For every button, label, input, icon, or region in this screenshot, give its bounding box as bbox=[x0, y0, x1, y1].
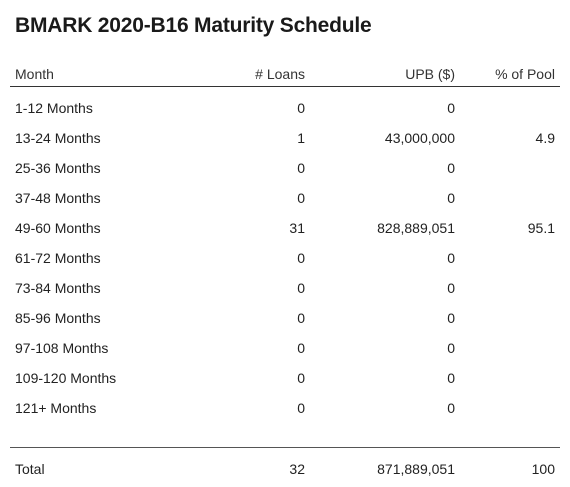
month-cell: 13-24 Months bbox=[15, 130, 101, 146]
upb-cell: 0 bbox=[447, 310, 455, 326]
upb-cell: 0 bbox=[447, 190, 455, 206]
total-row: Total 32 871,889,051 100 bbox=[10, 454, 560, 484]
table-row: 1-12 Months 0 0 bbox=[10, 93, 560, 123]
loans-cell: 0 bbox=[297, 280, 305, 296]
loans-cell: 0 bbox=[297, 370, 305, 386]
upb-cell: 0 bbox=[447, 100, 455, 116]
upb-cell: 43,000,000 bbox=[384, 130, 455, 146]
loans-cell: 0 bbox=[297, 250, 305, 266]
column-header-loans: # Loans bbox=[255, 66, 305, 82]
table-body: 1-12 Months 0 0 13-24 Months 1 43,000,00… bbox=[10, 87, 560, 423]
upb-cell: 0 bbox=[447, 250, 455, 266]
pct-cell: 95.1 bbox=[527, 220, 555, 236]
pct-cell: 4.9 bbox=[535, 130, 555, 146]
month-cell: 121+ Months bbox=[15, 400, 97, 416]
loans-cell: 0 bbox=[297, 100, 305, 116]
loans-cell: 0 bbox=[297, 310, 305, 326]
upb-cell: 0 bbox=[447, 340, 455, 356]
table-row: 25-36 Months 0 0 bbox=[10, 153, 560, 183]
column-header-pct: % of Pool bbox=[495, 66, 555, 82]
table-row: 37-48 Months 0 0 bbox=[10, 183, 560, 213]
total-label: Total bbox=[15, 461, 45, 477]
upb-cell: 0 bbox=[447, 280, 455, 296]
month-cell: 25-36 Months bbox=[15, 160, 101, 176]
loans-cell: 0 bbox=[297, 400, 305, 416]
table-row: 49-60 Months 31 828,889,051 95.1 bbox=[10, 213, 560, 243]
table-row: 121+ Months 0 0 bbox=[10, 393, 560, 423]
table-row: 13-24 Months 1 43,000,000 4.9 bbox=[10, 123, 560, 153]
total-divider bbox=[10, 423, 560, 448]
total-pct: 100 bbox=[531, 461, 555, 477]
page-title: BMARK 2020-B16 Maturity Schedule bbox=[15, 14, 372, 37]
month-cell: 61-72 Months bbox=[15, 250, 101, 266]
month-cell: 109-120 Months bbox=[15, 370, 117, 386]
upb-cell: 828,889,051 bbox=[377, 220, 455, 236]
column-header-upb: UPB ($) bbox=[405, 66, 455, 82]
month-cell: 97-108 Months bbox=[15, 340, 109, 356]
loans-cell: 1 bbox=[297, 130, 305, 146]
loans-cell: 0 bbox=[297, 190, 305, 206]
month-cell: 37-48 Months bbox=[15, 190, 101, 206]
month-cell: 73-84 Months bbox=[15, 280, 101, 296]
table-row: 73-84 Months 0 0 bbox=[10, 273, 560, 303]
table-row: 61-72 Months 0 0 bbox=[10, 243, 560, 273]
upb-cell: 0 bbox=[447, 400, 455, 416]
table-row: 85-96 Months 0 0 bbox=[10, 303, 560, 333]
maturity-table: Month # Loans UPB ($) % of Pool 1-12 Mon… bbox=[10, 62, 560, 484]
table-row: 97-108 Months 0 0 bbox=[10, 333, 560, 363]
total-upb: 871,889,051 bbox=[377, 461, 455, 477]
month-cell: 49-60 Months bbox=[15, 220, 101, 236]
table-row: 109-120 Months 0 0 bbox=[10, 363, 560, 393]
upb-cell: 0 bbox=[447, 370, 455, 386]
table-header: Month # Loans UPB ($) % of Pool bbox=[10, 62, 560, 87]
upb-cell: 0 bbox=[447, 160, 455, 176]
month-cell: 1-12 Months bbox=[15, 100, 93, 116]
loans-cell: 0 bbox=[297, 340, 305, 356]
loans-cell: 31 bbox=[289, 220, 305, 236]
month-cell: 85-96 Months bbox=[15, 310, 101, 326]
loans-cell: 0 bbox=[297, 160, 305, 176]
total-loans: 32 bbox=[289, 461, 305, 477]
column-header-month: Month bbox=[15, 66, 54, 82]
